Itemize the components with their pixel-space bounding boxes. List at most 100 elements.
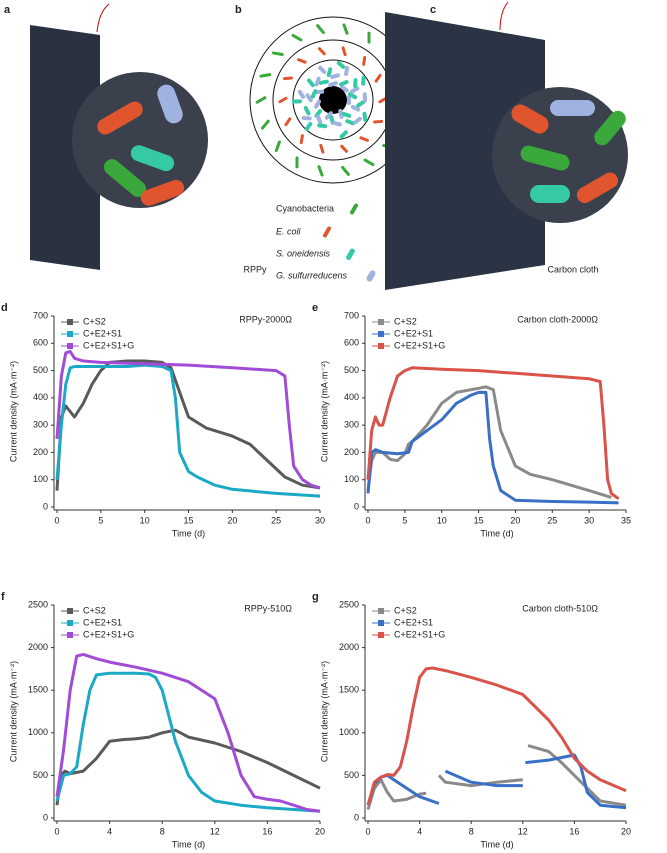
rod [314,109,323,118]
x-tick-label: 20 [315,826,325,836]
rod [328,81,338,87]
legend-marker [67,620,73,626]
x-tick-label: 15 [474,515,484,525]
rod [347,95,351,105]
panel-letter: f [1,591,5,603]
series-line [366,366,620,501]
series-line [55,728,321,806]
x-tick-label: 30 [584,515,594,525]
rod [359,136,369,142]
x-tick-label: 4 [417,826,422,836]
rod [339,130,348,139]
rod [299,134,304,145]
y-tick-label: 200 [33,447,48,457]
x-axis-label: Time (d) [172,839,205,849]
x-axis-label: Time (d) [480,528,513,538]
series-line [55,359,321,491]
rod [350,86,360,94]
y-tick-label: 2000 [339,642,359,652]
rod [310,89,318,99]
rod [318,79,329,85]
x-tick-label: 16 [262,826,272,836]
y-tick-label: 500 [33,365,48,375]
rod [324,111,333,120]
rod [341,46,347,57]
legend-label: C+E2+S1 [394,328,433,338]
x-tick-label: 20 [510,515,520,525]
y-tick-label: 0 [354,812,359,822]
rod [271,51,284,57]
legend-text: Cyanobacteria [276,203,334,213]
y-tick-label: 400 [344,392,359,402]
rod [316,114,323,125]
legend-label: C+E2+S1+G [83,340,134,350]
x-tick-label: 10 [437,515,447,525]
legend-label: C+E2+S1 [83,617,122,627]
legend-marker [67,331,73,337]
panel-letter: g [312,591,319,603]
y-tick-label: 100 [344,474,359,484]
rod [367,31,371,44]
illustration-label: Carbon cloth [547,264,598,274]
y-tick-label: 500 [33,770,48,780]
rod [314,99,322,109]
legend-label: C+S2 [394,605,417,615]
y-tick-label: 2500 [28,599,48,609]
y-tick-label: 0 [43,501,48,511]
x-tick-label: 8 [469,826,474,836]
rod [341,111,352,118]
rod [356,100,366,108]
rod [362,111,368,122]
rod [342,23,349,35]
y-tick-label: 700 [33,310,48,320]
x-tick-label: 5 [98,515,103,525]
x-tick-label: 35 [621,515,631,525]
rod [255,96,267,104]
rod [339,84,349,93]
rod [362,92,367,103]
legend-marker [378,343,384,349]
series-line [366,744,627,810]
legend-marker [378,632,384,638]
x-tick-label: 0 [365,826,370,836]
rod [341,165,350,176]
y-tick-label: 1500 [339,685,359,695]
panel-letter: a [4,4,11,16]
rod [282,76,293,81]
panel-letter: d [1,302,8,314]
wire [96,3,110,33]
rod [332,120,342,127]
x-tick-label: 12 [518,826,528,836]
rod [361,75,366,86]
y-tick-label: 400 [33,392,48,402]
legend-text: S. oneidensis [276,248,331,258]
y-tick-label: 600 [344,338,359,348]
y-tick-label: 700 [344,310,359,320]
legend-text: G. sulfurreducens [276,270,348,280]
y-axis-label: Current density (mA·m⁻²) [319,661,329,762]
x-tick-label: 0 [54,515,59,525]
rod [304,121,313,131]
legend-marker [67,632,73,638]
rod [284,117,292,127]
legend-marker [378,319,384,325]
rod [318,65,327,75]
rod [373,119,384,124]
rod [297,58,307,64]
series-line [55,350,321,490]
x-tick-label: 10 [140,515,150,525]
x-tick-label: 0 [54,826,59,836]
chart-title: RPPy-510Ω [244,603,292,613]
legend-marker [67,608,73,614]
y-tick-label: 1500 [28,685,48,695]
y-tick-label: 600 [33,338,48,348]
series-line [55,671,321,813]
rod [374,73,382,83]
legend-label: C+E2+S1+G [83,629,134,639]
legend-text: E. coli [276,226,302,236]
legend-label: C+E2+S1+G [394,629,445,639]
x-axis-label: Time (d) [480,839,513,849]
rod [291,33,303,42]
legend-label: C+E2+S1+G [394,340,445,350]
x-tick-label: 30 [315,515,325,525]
